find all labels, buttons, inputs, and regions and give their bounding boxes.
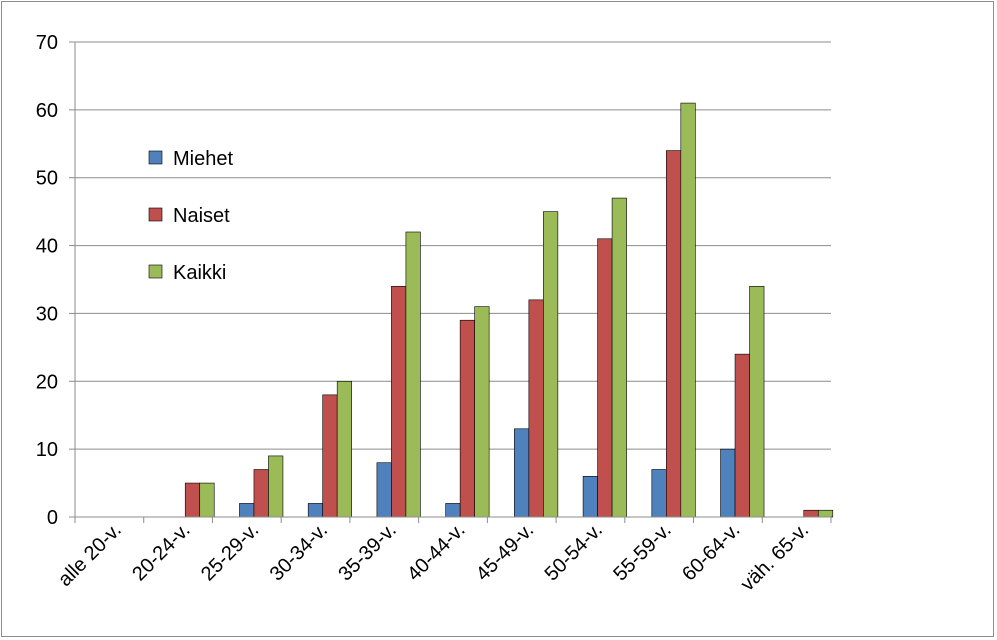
bar-naiset <box>528 299 544 518</box>
y-tick-label: 10 <box>36 439 58 461</box>
bar-naiset <box>253 469 269 518</box>
bar-kaikki <box>817 509 834 518</box>
y-tick-label: 0 <box>47 507 58 529</box>
bar-kaikki <box>268 455 284 518</box>
y-tick-label: 20 <box>36 371 58 393</box>
bar-miehet <box>307 503 323 518</box>
y-tick-labels: 0 10 20 30 40 50 60 70 <box>36 32 58 529</box>
bar-miehet <box>376 462 392 518</box>
bar-kaikki <box>336 380 352 518</box>
legend-swatch-miehet <box>148 150 163 165</box>
bars <box>184 102 834 518</box>
bar-kaikki <box>749 285 765 518</box>
y-tick-label: 40 <box>36 236 58 258</box>
gridlines <box>69 41 831 518</box>
bar-naiset <box>734 353 750 518</box>
x-tick-label: väh. 65-v. <box>737 519 814 596</box>
bar-kaikki <box>611 197 627 518</box>
x-tick-label: 35-39-v. <box>334 519 400 585</box>
x-tick-label: 60-64-v. <box>678 519 744 585</box>
bar-kaikki <box>474 306 490 518</box>
bar-miehet <box>514 428 530 518</box>
bar-naiset <box>803 509 819 518</box>
y-tick-label: 60 <box>36 100 58 122</box>
bar-kaikki <box>199 482 215 518</box>
legend-swatch-naiset <box>148 207 163 222</box>
y-tick-label: 30 <box>36 303 58 325</box>
x-tick-label: 55-59-v. <box>609 519 675 585</box>
bar-kaikki <box>543 211 559 518</box>
bar-miehet <box>651 469 667 518</box>
bar-naiset <box>597 238 613 518</box>
legend-label-kaikki: Kaikki <box>173 262 226 284</box>
legend-swatch-kaikki <box>148 264 163 279</box>
x-tick-label: 50-54-v. <box>541 519 607 585</box>
y-tick-label: 50 <box>36 168 58 190</box>
legend-label-miehet: Miehet <box>173 148 233 170</box>
bar-miehet <box>582 475 598 518</box>
x-tick-label: 40-44-v. <box>403 519 469 585</box>
x-tick-label: alle 20-v. <box>54 519 126 591</box>
bar-naiset <box>666 150 682 518</box>
bar-naiset <box>322 394 338 518</box>
x-tick-label: 25-29-v. <box>197 519 263 585</box>
bar-kaikki <box>680 102 696 518</box>
legend-label-naiset: Naiset <box>173 205 230 227</box>
axes <box>74 42 832 523</box>
bar-naiset <box>391 285 407 518</box>
x-tick-label: 20-24-v. <box>128 519 194 585</box>
bar-miehet <box>239 503 255 518</box>
bar-miehet <box>720 448 736 518</box>
legend: Miehet Naiset Kaikki <box>148 148 233 284</box>
y-tick-label: 70 <box>36 32 58 54</box>
bar-naiset <box>184 482 201 518</box>
bar-miehet <box>445 503 461 518</box>
x-tick-labels: alle 20-v. 20-24-v. 25-29-v. 30-34-v. 35-39-… <box>54 519 813 596</box>
bar-naiset <box>459 319 475 518</box>
bar-kaikki <box>405 231 421 518</box>
x-tick-label: 30-34-v. <box>266 519 332 585</box>
x-tick-label: 45-49-v. <box>472 519 538 585</box>
